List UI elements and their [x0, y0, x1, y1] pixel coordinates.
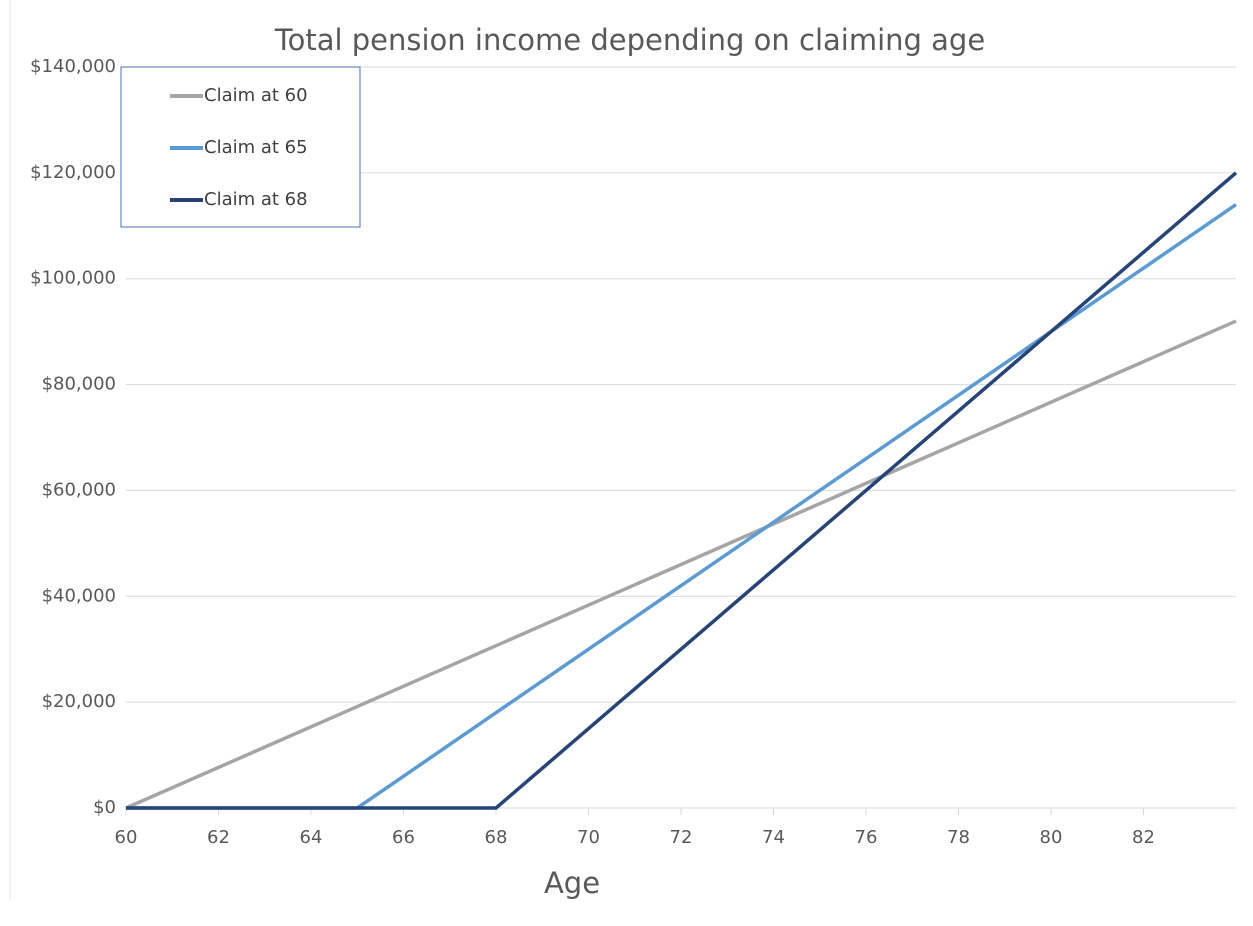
x-tick-label: 82 [1132, 827, 1155, 848]
x-axis-title: Age [544, 866, 600, 900]
x-tick-label: 70 [577, 827, 600, 848]
x-tick-label: 60 [115, 827, 138, 848]
chart-title: Total pension income depending on claimi… [274, 23, 985, 57]
y-tick-label: $60,000 [42, 479, 116, 500]
x-tick-label: 62 [207, 827, 230, 848]
y-tick-label: $120,000 [30, 162, 116, 183]
y-tick-label: $0 [93, 797, 116, 818]
y-tick-label: $80,000 [42, 374, 116, 395]
series-line [126, 171, 1238, 810]
legend-box [120, 66, 361, 228]
x-tick-label: 72 [670, 827, 693, 848]
y-tick-label: $20,000 [42, 691, 116, 712]
x-tick-label: 80 [1040, 827, 1063, 848]
legend-label: Claim at 68 [204, 189, 308, 210]
x-tick-label: 74 [762, 827, 785, 848]
series-line [125, 319, 1237, 810]
legend-label: Claim at 60 [204, 85, 308, 106]
x-tick-label: 78 [947, 827, 970, 848]
x-tick-label: 68 [485, 827, 508, 848]
x-tick-label: 64 [300, 827, 323, 848]
y-tick-label: $40,000 [42, 585, 116, 606]
legend-label: Claim at 65 [204, 137, 308, 158]
y-tick-label: $100,000 [30, 268, 116, 289]
x-tick-label: 76 [855, 827, 878, 848]
y-tick-label: $140,000 [30, 56, 116, 77]
series-line [126, 203, 1237, 810]
x-tick-label: 66 [392, 827, 415, 848]
